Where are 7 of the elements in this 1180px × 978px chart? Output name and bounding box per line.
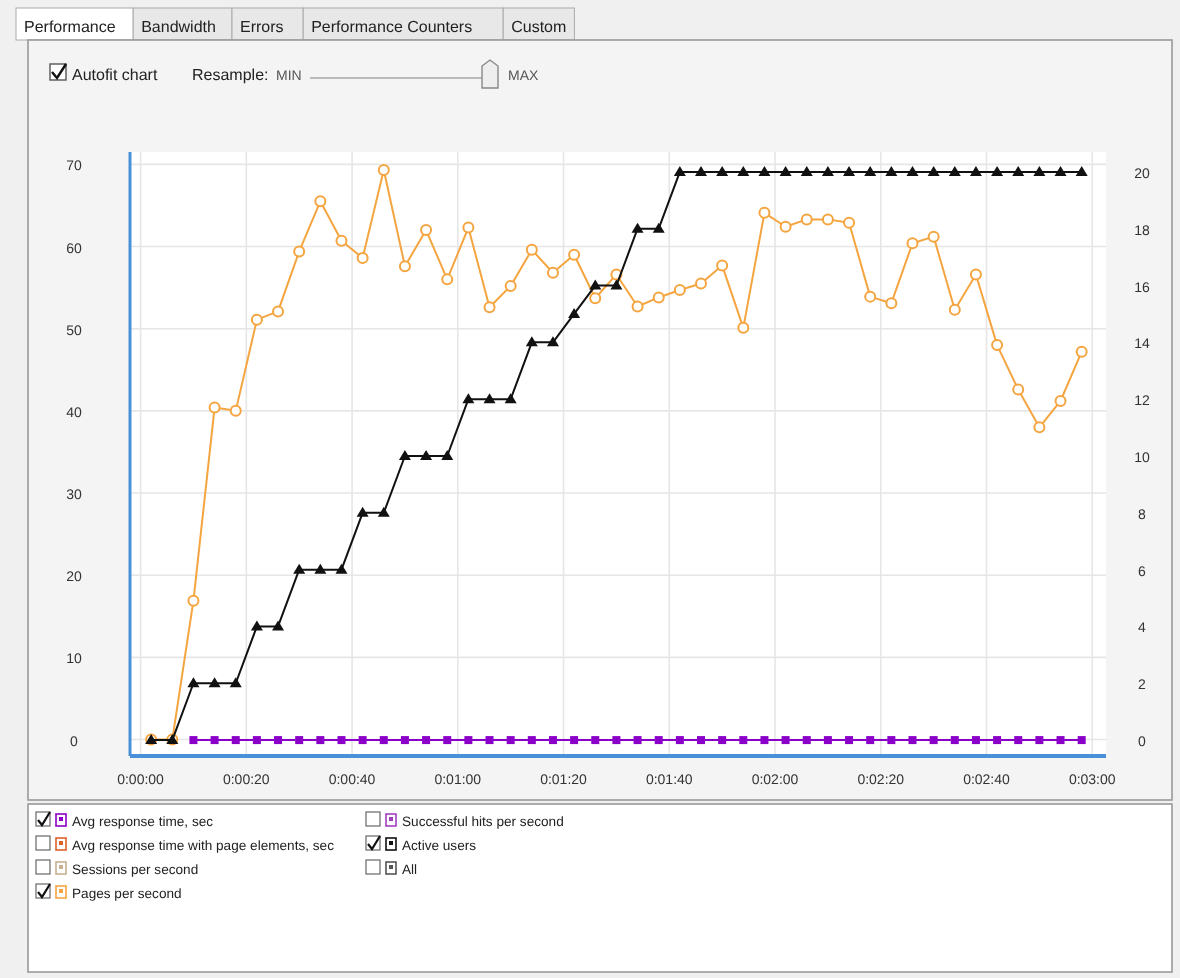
text: Custom: [511, 18, 567, 36]
text: Performance: [24, 18, 117, 36]
text: Errors: [240, 18, 284, 36]
text: Autofit chart: [72, 66, 159, 84]
text: Performance Counters: [311, 18, 473, 36]
text: Bandwidth: [141, 18, 216, 36]
text: Resample:: [192, 66, 269, 84]
